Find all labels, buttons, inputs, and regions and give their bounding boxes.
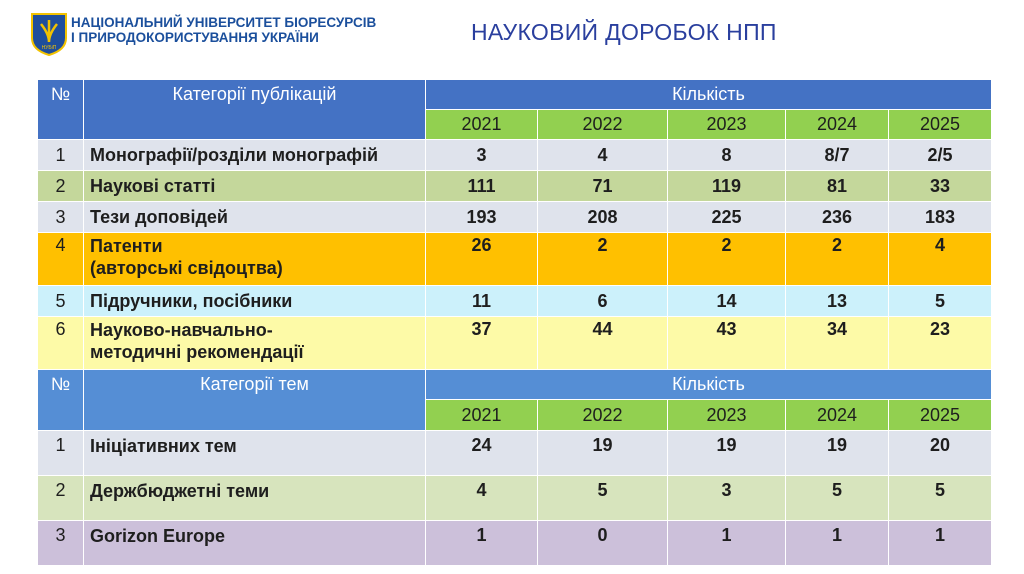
org-line-2: І ПРИРОДОКОРИСТУВАННЯ УКРАЇНИ: [71, 30, 319, 45]
row-category: Патенти (авторські свідоцтва): [83, 232, 426, 286]
table-row: 1 Ініціативних тем 24 19 19 19 20: [37, 430, 992, 476]
row-value: 5: [537, 475, 668, 521]
table-row: 5 Підручники, посібники 11 6 14 13 5: [37, 285, 992, 317]
row-value: 19: [667, 430, 786, 476]
topic-year-header: 2025: [888, 399, 992, 431]
row-value: 0: [537, 520, 668, 566]
row-category-line-2: методичні рекомендації: [90, 342, 304, 362]
row-number: 6: [37, 316, 84, 370]
row-value: 24: [425, 430, 538, 476]
row-value: 81: [785, 170, 889, 202]
row-number: 2: [37, 475, 84, 521]
row-category: Держбюджетні теми: [83, 475, 426, 521]
row-value: 11: [425, 285, 538, 317]
university-logo: НУБіП: [31, 13, 67, 56]
row-number: 3: [37, 201, 84, 233]
pub-year-header: 2022: [537, 109, 668, 140]
row-number: 4: [37, 232, 84, 286]
row-value: 23: [888, 316, 992, 370]
topic-category-header: Категорії тем: [83, 369, 426, 431]
row-value: 1: [667, 520, 786, 566]
row-value: 119: [667, 170, 786, 202]
row-value: 4: [888, 232, 992, 286]
row-value: 2: [537, 232, 668, 286]
row-value: 225: [667, 201, 786, 233]
pub-num-header: №: [37, 79, 84, 140]
table-row: 6 Науково-навчально- методичні рекоменда…: [37, 316, 992, 370]
row-value: 44: [537, 316, 668, 370]
row-category: Gorizon Europe: [83, 520, 426, 566]
row-value: 71: [537, 170, 668, 202]
row-number: 3: [37, 520, 84, 566]
table-row: 2 Держбюджетні теми 4 5 3 5 5: [37, 475, 992, 521]
topic-count-header: Кількість: [425, 369, 992, 400]
row-number: 1: [37, 430, 84, 476]
row-value: 34: [785, 316, 889, 370]
row-value: 2/5: [888, 139, 992, 171]
row-value: 8/7: [785, 139, 889, 171]
row-value: 208: [537, 201, 668, 233]
row-value: 19: [785, 430, 889, 476]
row-value: 2: [667, 232, 786, 286]
org-line-1: НАЦІОНАЛЬНИЙ УНІВЕРСИТЕТ БІОРЕСУРСІВ: [71, 15, 377, 30]
row-value: 26: [425, 232, 538, 286]
row-category: Наукові статті: [83, 170, 426, 202]
table-row: 3 Тези доповідей 193 208 225 236 183: [37, 201, 992, 233]
pub-count-header: Кількість: [425, 79, 992, 110]
row-value: 19: [537, 430, 668, 476]
pub-year-header: 2025: [888, 109, 992, 140]
row-category: Ініціативних тем: [83, 430, 426, 476]
pub-year-header: 2024: [785, 109, 889, 140]
row-category: Підручники, посібники: [83, 285, 426, 317]
row-category-line-1: Патенти: [90, 236, 163, 256]
row-value: 193: [425, 201, 538, 233]
svg-text:НУБіП: НУБіП: [42, 45, 57, 51]
row-value: 1: [785, 520, 889, 566]
row-value: 13: [785, 285, 889, 317]
table-row: 1 Монографії/розділи монографій 3 4 8 8/…: [37, 139, 992, 171]
table-row: 3 Gorizon Europe 1 0 1 1 1: [37, 520, 992, 566]
row-value: 3: [425, 139, 538, 171]
row-value: 33: [888, 170, 992, 202]
row-value: 2: [785, 232, 889, 286]
science-output-table: № Категорії публікацій Кількість 2021 20…: [37, 79, 992, 566]
row-value: 4: [425, 475, 538, 521]
row-category: Монографії/розділи монографій: [83, 139, 426, 171]
row-value: 5: [888, 475, 992, 521]
pub-category-header: Категорії публікацій: [83, 79, 426, 140]
row-value: 183: [888, 201, 992, 233]
topic-year-header: 2023: [667, 399, 786, 431]
row-number: 2: [37, 170, 84, 202]
row-number: 5: [37, 285, 84, 317]
row-value: 6: [537, 285, 668, 317]
topic-year-header: 2024: [785, 399, 889, 431]
row-category: Тези доповідей: [83, 201, 426, 233]
row-value: 1: [425, 520, 538, 566]
row-value: 20: [888, 430, 992, 476]
row-value: 37: [425, 316, 538, 370]
row-value: 111: [425, 170, 538, 202]
table-row: 4 Патенти (авторські свідоцтва) 26 2 2 2…: [37, 232, 992, 286]
topic-year-header: 2022: [537, 399, 668, 431]
pub-year-header: 2021: [425, 109, 538, 140]
topic-year-header: 2021: [425, 399, 538, 431]
row-value: 43: [667, 316, 786, 370]
org-name: НАЦІОНАЛЬНИЙ УНІВЕРСИТЕТ БІОРЕСУРСІВ І П…: [71, 15, 376, 45]
row-category: Науково-навчально- методичні рекомендаці…: [83, 316, 426, 370]
row-value: 3: [667, 475, 786, 521]
row-value: 14: [667, 285, 786, 317]
row-value: 8: [667, 139, 786, 171]
row-value: 1: [888, 520, 992, 566]
page-title: НАУКОВИЙ ДОРОБОК НПП: [471, 19, 777, 45]
row-value: 5: [888, 285, 992, 317]
row-number: 1: [37, 139, 84, 171]
pub-year-header: 2023: [667, 109, 786, 140]
row-value: 236: [785, 201, 889, 233]
table-row: 2 Наукові статті 111 71 119 81 33: [37, 170, 992, 202]
row-value: 4: [537, 139, 668, 171]
row-category-line-1: Науково-навчально-: [90, 320, 273, 340]
row-category-line-2: (авторські свідоцтва): [90, 258, 283, 278]
topic-num-header: №: [37, 369, 84, 431]
row-value: 5: [785, 475, 889, 521]
